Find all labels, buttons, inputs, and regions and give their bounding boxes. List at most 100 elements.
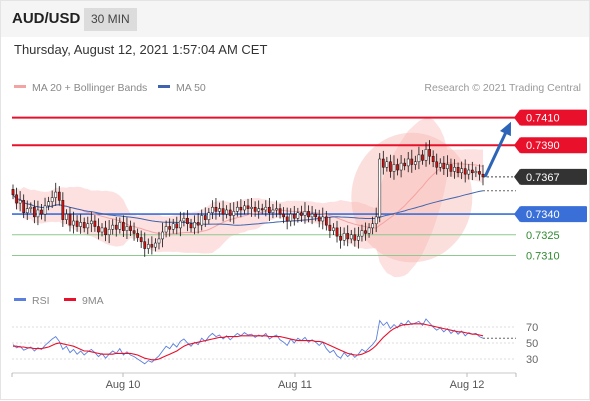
candle [342, 227, 346, 246]
candle [40, 204, 43, 220]
candle-body [268, 206, 271, 213]
candle [29, 202, 33, 213]
candle [378, 153, 382, 223]
candle-body [303, 211, 307, 216]
candle-body [371, 223, 374, 229]
rsi-line [12, 318, 484, 365]
ma50-legend-label: MA 50 [176, 82, 206, 94]
candle-body [68, 213, 72, 226]
target-arrow-shaft [483, 127, 510, 178]
ma9-legend-swatch [64, 298, 76, 301]
candle-body [403, 162, 407, 167]
current-price-pointer [514, 168, 520, 185]
candle-body [357, 235, 360, 241]
candle [367, 223, 371, 238]
candle [178, 211, 182, 237]
candle [424, 142, 428, 167]
candle [324, 210, 328, 231]
candle [111, 219, 115, 235]
candle-body [43, 205, 47, 215]
candle [125, 217, 129, 239]
candle-body [40, 209, 43, 215]
candle-body [264, 206, 268, 211]
candle-body [243, 205, 246, 211]
candle-body [228, 209, 232, 216]
symbol-label: AUD/USD [12, 10, 81, 27]
resistance-label-text: 0.7410 [526, 113, 560, 125]
candle-body [364, 230, 367, 234]
candle-body [200, 215, 204, 226]
candle-body [399, 162, 403, 171]
x-tick-label: Aug 10 [106, 379, 141, 391]
resistance-label: 0.7390 [514, 137, 587, 154]
candle [164, 220, 168, 238]
ma50-legend-swatch [158, 85, 170, 88]
candle [435, 153, 439, 175]
candle-body [421, 154, 424, 161]
candle [218, 202, 221, 217]
candle [75, 215, 79, 232]
candle-body [353, 234, 357, 241]
candle-body [428, 149, 431, 157]
candle-body [186, 217, 189, 225]
candle [474, 166, 478, 178]
candle-body [456, 167, 460, 174]
candle-body [11, 189, 15, 196]
candle-body [225, 209, 228, 215]
candle [456, 162, 460, 178]
candle [211, 200, 214, 220]
x-tick-label: Aug 11 [278, 379, 312, 391]
candle-body [392, 164, 396, 172]
candle [406, 151, 410, 173]
candle-body [82, 222, 86, 229]
candle [449, 158, 453, 177]
candle [257, 200, 261, 219]
candle [93, 215, 97, 232]
candle [399, 155, 403, 178]
candle [403, 158, 407, 171]
candle-body [139, 237, 143, 242]
resistance-label-box [520, 137, 587, 154]
candle [239, 199, 243, 218]
candle-body [374, 216, 378, 225]
candle-body [378, 158, 382, 218]
candle [357, 226, 360, 249]
candle [65, 209, 68, 224]
candle [235, 201, 239, 217]
timeframe-badge[interactable]: 30 MIN [84, 8, 137, 31]
candle [282, 207, 285, 224]
candles [11, 140, 485, 257]
candle-body [136, 233, 139, 238]
candle-body [193, 222, 196, 229]
candle-body [178, 220, 182, 229]
candle [421, 150, 424, 165]
candle [271, 204, 275, 219]
candle [157, 231, 161, 250]
resistance-label-pointer [514, 109, 520, 126]
candle-body [65, 213, 68, 220]
candle-body [18, 200, 22, 204]
candle [410, 149, 414, 173]
candle-body [385, 161, 389, 168]
candle-body [118, 222, 122, 230]
chart-header: AUD/USD 30 MIN [1, 1, 589, 37]
candle-body [381, 158, 385, 168]
candle-body [321, 216, 325, 222]
candle [225, 205, 228, 219]
candle-body [300, 212, 303, 216]
resistance-label: 0.7410 [514, 109, 587, 126]
candle-body [25, 208, 29, 213]
candle [171, 218, 175, 234]
candle [232, 202, 236, 224]
candle-body [132, 230, 136, 234]
candle [193, 215, 196, 235]
candle-body [253, 206, 257, 212]
rsi-panel: 30 50 70 [12, 318, 538, 366]
candle-body [442, 162, 446, 169]
resistance-label-pointer [514, 137, 520, 154]
candle-body [417, 154, 421, 163]
candle [97, 218, 100, 240]
candle [349, 229, 353, 244]
x-axis: Aug 10 Aug 11 Aug 12 [11, 373, 517, 391]
candle-body [275, 208, 278, 211]
